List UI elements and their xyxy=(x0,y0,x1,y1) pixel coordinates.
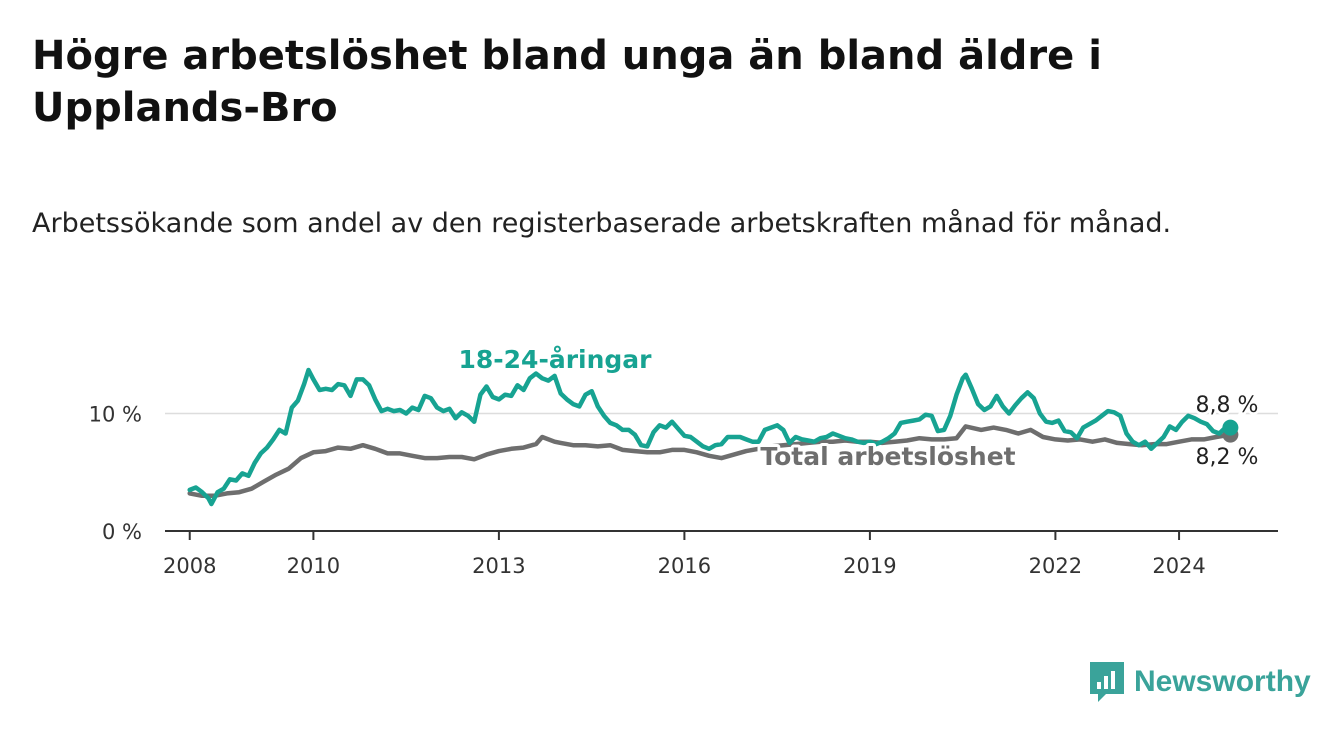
y-tick-label: 10 % xyxy=(89,403,142,427)
x-tick-label: 2016 xyxy=(658,554,711,578)
newsworthy-brand: Newsworthy xyxy=(1088,660,1311,704)
x-tick-label: 2022 xyxy=(1029,554,1082,578)
end-value-total: 8,2 % xyxy=(1196,445,1259,470)
brand-name: Newsworthy xyxy=(1134,665,1311,698)
series-label-total: Total arbetslöshet xyxy=(760,442,1015,471)
series-line-youth xyxy=(187,367,1233,507)
chart-title: Högre arbetslöshet bland unga än bland ä… xyxy=(32,33,1102,131)
bar-chart-logo-icon xyxy=(1090,662,1124,702)
series-endpoint-youth xyxy=(1222,419,1239,436)
x-tick-label: 2013 xyxy=(472,554,525,578)
x-tick-label: 2024 xyxy=(1152,554,1205,578)
end-value-youth: 8,8 % xyxy=(1196,393,1259,418)
series-line-total xyxy=(187,424,1233,499)
chart-subtitle: Arbetssökande som andel av den registerb… xyxy=(32,208,1172,239)
x-tick-label: 2019 xyxy=(843,554,896,578)
x-tick-label: 2010 xyxy=(287,554,340,578)
series-label-youth: 18-24-åringar xyxy=(459,345,653,374)
y-tick-label: 0 % xyxy=(102,520,142,544)
x-tick-label: 2008 xyxy=(163,554,216,578)
